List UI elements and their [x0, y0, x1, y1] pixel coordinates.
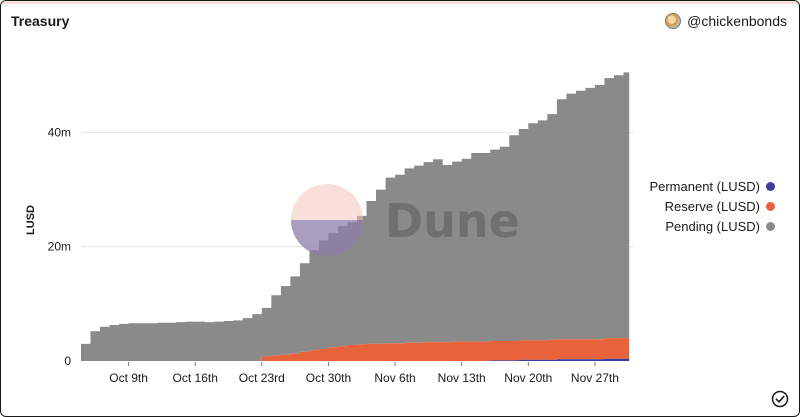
legend-label-pending: Pending (LUSD)	[665, 219, 760, 234]
y-axis: 0 20m 40m	[48, 125, 72, 368]
author-name: @chickenbonds	[687, 13, 787, 29]
series-areas	[81, 72, 630, 362]
x-tick-label: Oct 23rd	[239, 371, 285, 385]
legend-swatch-pending	[766, 222, 775, 231]
legend-swatch-reserve	[766, 202, 775, 211]
legend-item-permanent[interactable]: Permanent (LUSD)	[649, 179, 775, 194]
dune-watermark: Dune	[291, 184, 520, 256]
x-tick-label: Oct 9th	[109, 371, 148, 385]
x-tick-label: Nov 13th	[438, 371, 486, 385]
x-axis: Oct 9th Oct 16th Oct 23rd Oct 30th Nov 6th No…	[109, 362, 619, 385]
legend-label-permanent: Permanent (LUSD)	[649, 179, 760, 194]
x-tick-label: Nov 20th	[504, 371, 552, 385]
x-tick-label: Nov 27th	[571, 371, 619, 385]
legend: Permanent (LUSD) Reserve (LUSD) Pending …	[649, 179, 775, 234]
legend-item-pending[interactable]: Pending (LUSD)	[665, 219, 775, 234]
legend-item-reserve[interactable]: Reserve (LUSD)	[665, 199, 775, 214]
area-permanent[interactable]	[81, 358, 630, 361]
area-pending[interactable]	[81, 72, 630, 362]
chart-title: Treasury	[11, 13, 70, 29]
watermark-text: Dune	[385, 194, 520, 248]
area-reserve[interactable]	[81, 338, 630, 361]
author-link[interactable]: @chickenbonds	[665, 13, 787, 29]
x-tick-label: Oct 30th	[306, 371, 351, 385]
checkmark-circle-icon[interactable]	[771, 390, 789, 408]
author-avatar-icon	[665, 13, 682, 29]
watermark-circle-top	[291, 184, 363, 256]
legend-swatch-permanent	[766, 182, 775, 191]
x-tick-label: Nov 6th	[374, 371, 415, 385]
y-axis-label: LUSD	[25, 205, 37, 235]
legend-label-reserve: Reserve (LUSD)	[664, 199, 760, 214]
y-tick-label: 40m	[48, 125, 71, 139]
x-tick-label: Oct 16th	[173, 371, 218, 385]
watermark-circle-bottom	[291, 220, 363, 256]
top-accent-strip	[1, 1, 799, 4]
y-tick-label: 20m	[48, 240, 71, 254]
y-tick-label: 0	[64, 354, 71, 368]
